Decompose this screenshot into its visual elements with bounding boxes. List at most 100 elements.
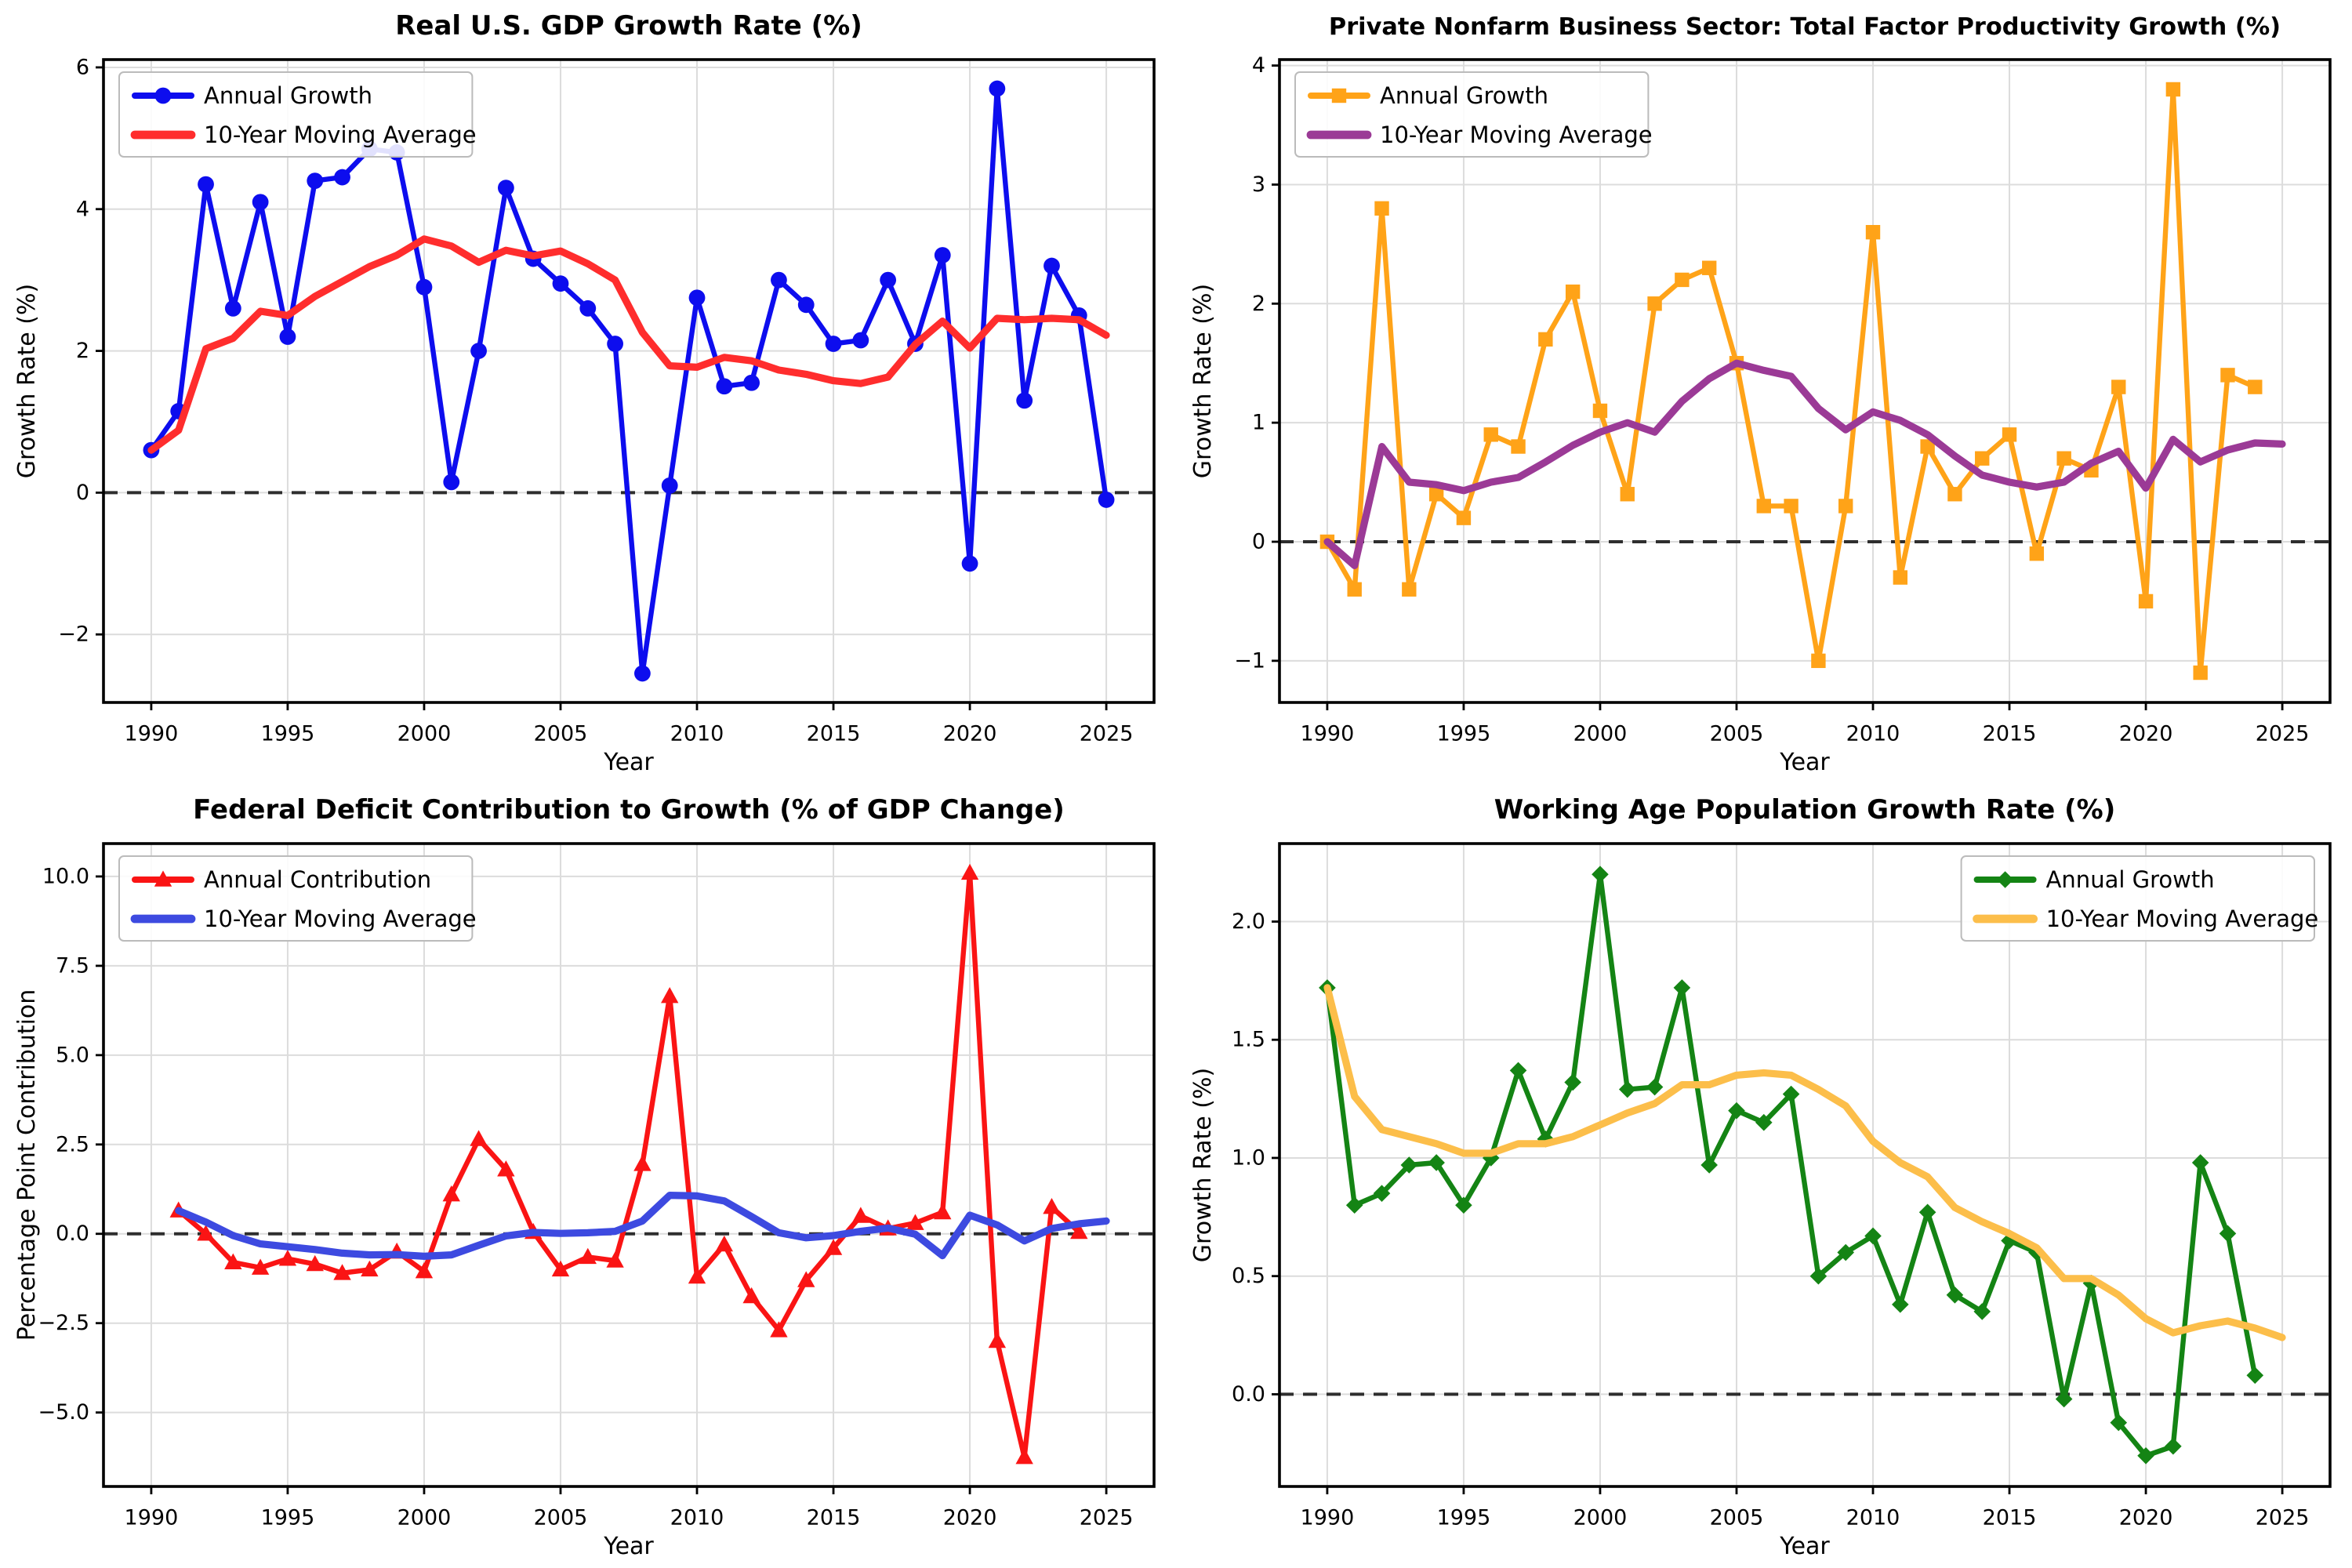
diamond-marker [2246, 1367, 2264, 1385]
circle-marker [470, 343, 487, 359]
triangle-marker [688, 1267, 706, 1284]
x-tick-label: 2010 [670, 1506, 724, 1530]
triangle-marker [770, 1321, 788, 1338]
y-tick-label: 7.5 [56, 953, 89, 978]
y-tick-label: 0.0 [56, 1221, 89, 1246]
y-axis-label: Growth Rate (%) [1189, 284, 1217, 478]
y-tick-label: −1 [1234, 648, 1265, 673]
triangle-marker [633, 1155, 652, 1171]
circle-marker [661, 477, 678, 494]
x-tick-label: 2020 [943, 722, 997, 746]
triangle-marker [960, 863, 979, 880]
triangle-marker [851, 1207, 870, 1223]
series-line [1323, 984, 2286, 1341]
x-tick-label: 2000 [1573, 722, 1628, 746]
square-marker [2138, 593, 2154, 609]
diamond-marker [1809, 1267, 1828, 1285]
circle-marker [224, 299, 241, 317]
y-axis-label: Growth Rate (%) [1189, 1068, 1217, 1262]
square-marker [2056, 451, 2071, 466]
square-marker [2193, 665, 2208, 681]
square-marker [1865, 224, 1881, 240]
diamond-marker [2165, 1437, 2182, 1455]
circle-marker [934, 247, 951, 263]
circle-marker [579, 299, 597, 317]
legend: Annual Growth 10-Year Moving Average [1294, 71, 1653, 158]
legend-label: 10-Year Moving Average [2046, 906, 2319, 932]
y-tick-label: 2.0 [1232, 909, 1265, 934]
circle-marker [334, 169, 350, 186]
chart-title: Real U.S. GDP Growth Rate (%) [395, 10, 862, 42]
x-tick-label: 2005 [1710, 722, 1764, 746]
x-tick-label: 1990 [1301, 1506, 1355, 1530]
x-tick-label: 2010 [670, 722, 724, 746]
circle-marker [279, 328, 296, 345]
circle-marker [634, 665, 651, 682]
y-tick-label: −2.5 [38, 1311, 89, 1335]
legend-label: 10-Year Moving Average [204, 906, 477, 932]
square-marker [1701, 260, 1717, 275]
triangle-marker [251, 1258, 270, 1275]
square-marker [2165, 82, 2181, 97]
triangle-marker [442, 1185, 460, 1202]
triangle-marker [197, 1225, 215, 1241]
x-tick-label: 2025 [2256, 722, 2310, 746]
square-marker [1920, 439, 1935, 454]
square-marker [2029, 546, 2045, 561]
triangle-marker [606, 1251, 624, 1268]
square-marker [1756, 499, 1771, 514]
circle-marker [771, 271, 787, 289]
x-tick-label: 2000 [1573, 1506, 1628, 1530]
triangle-marker [1070, 1222, 1088, 1240]
series-line [148, 85, 1109, 677]
square-marker [1592, 403, 1608, 419]
chart-federal-deficit-contribution: −5.0 −2.5 0.0 2.5 5.0 7.5 10.0 1990 1995 2000 2005… [0, 784, 1176, 1568]
triangle-marker [906, 1214, 924, 1230]
y-tick-label: 2 [1252, 292, 1265, 316]
triangle-marker [797, 1271, 815, 1287]
x-tick-label: 1995 [261, 722, 315, 746]
triangle-marker [497, 1160, 515, 1177]
y-tick-label: 1 [1252, 411, 1265, 435]
legend-label: Annual Growth [2046, 866, 2215, 893]
y-tick-label: −2 [58, 622, 89, 647]
axes-frame [1278, 842, 2332, 1488]
legend-label: Annual Contribution [204, 866, 431, 893]
x-tick-label: 1990 [1301, 722, 1355, 746]
diamond-marker [1509, 1062, 1527, 1080]
diamond-marker [1646, 1078, 1664, 1096]
triangle-marker [154, 870, 172, 887]
diamond-marker [1592, 866, 1609, 883]
circle-marker [552, 275, 569, 292]
triangle-marker [470, 1130, 488, 1146]
diamond-marker [1564, 1073, 1581, 1091]
square-marker [2220, 368, 2235, 383]
square-marker [1838, 499, 1853, 514]
circle-marker [416, 278, 433, 296]
triangle-marker [278, 1250, 297, 1266]
triangle-marker [824, 1239, 843, 1255]
circle-marker [989, 80, 1006, 97]
diamond-marker [2110, 1414, 2128, 1432]
circle-marker [443, 474, 460, 491]
x-axis-label: Year [1779, 1533, 1830, 1560]
y-axis-label: Growth Rate (%) [13, 284, 41, 478]
x-tick-label: 2015 [807, 722, 861, 746]
legend-label: Annual Growth [204, 82, 372, 109]
y-tick-label: 4 [76, 197, 89, 221]
square-marker [1565, 284, 1581, 299]
circle-marker [1016, 392, 1033, 409]
chart-canvas: −2 0 2 4 6 1990 1995 2000 2005 2010 2015 2020 2025 Re… [0, 0, 1176, 784]
diamond-marker [1618, 1080, 1636, 1098]
y-tick-label: −5.0 [38, 1400, 89, 1425]
diamond-marker [1373, 1185, 1391, 1202]
y-tick-label: 3 [1252, 172, 1265, 197]
diamond-marker [1455, 1196, 1472, 1214]
diamond-marker [1996, 871, 2014, 888]
square-marker [1374, 201, 1389, 216]
triangle-marker [661, 987, 679, 1004]
x-tick-label: 2000 [397, 1506, 452, 1530]
legend: Annual Growth 10-Year Moving Average [118, 71, 477, 158]
diamond-marker [1400, 1156, 1418, 1174]
x-tick-label: 2010 [1846, 1506, 1900, 1530]
